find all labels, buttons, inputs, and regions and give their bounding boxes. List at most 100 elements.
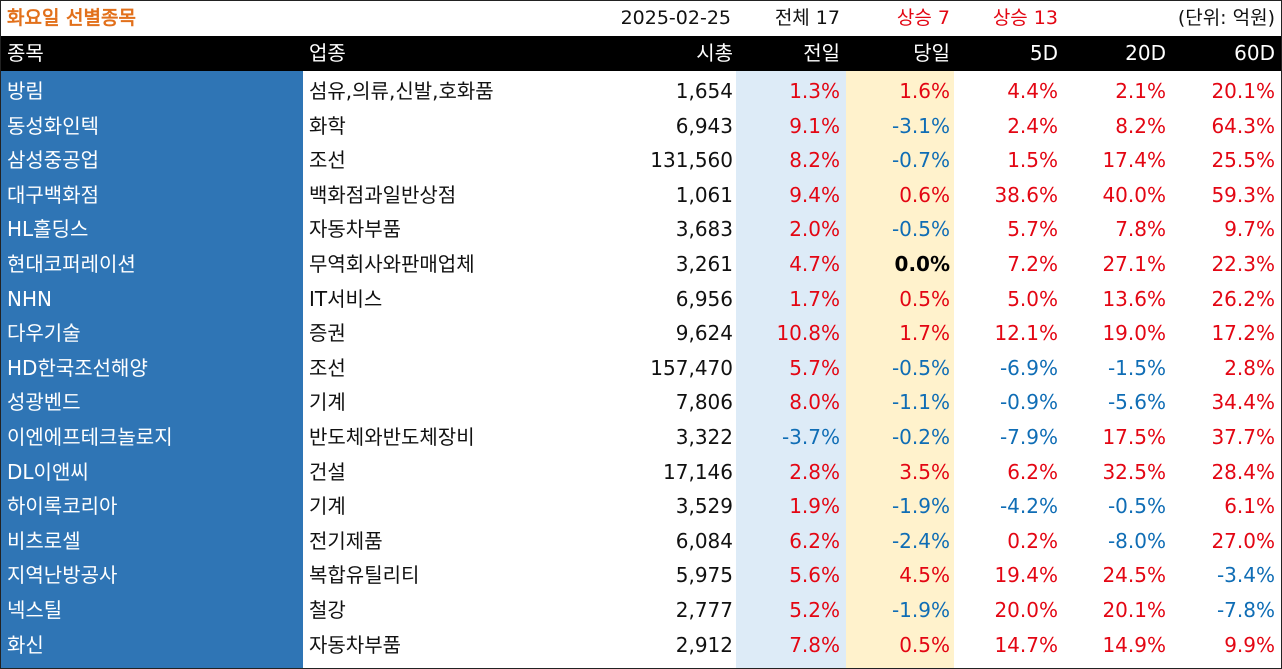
prev-day-column-band [736,71,846,668]
today-change-cell: -2.4% [891,528,950,553]
market-cap-cell: 3,322 [675,424,733,449]
column-header-prev-day[interactable]: 전일 [803,41,840,65]
table-row[interactable]: 동성화인텍 화학 6,943 9.1% -3.1% 2.4% 8.2% 64.3% [1,109,1281,144]
change-20d-cell: 7.8% [1115,217,1166,242]
column-header-name[interactable]: 종목 [7,41,44,65]
change-20d-cell: -5.6% [1107,390,1166,415]
table-row[interactable]: 화신 자동차부품 2,912 7.8% 0.5% 14.7% 14.9% 9.9% [1,628,1281,663]
stock-name-cell: 이엔에프테크놀로지 [7,424,173,449]
prev-day-change-cell: 1.3% [789,79,840,103]
change-5d-cell: 2.4% [1007,113,1058,138]
table-row[interactable]: 대구백화점 백화점과일반상점 1,061 9.4% 0.6% 38.6% 40.0% 59.3… [1,178,1281,213]
change-20d-cell: 14.9% [1102,632,1166,657]
market-cap-cell: 2,777 [675,597,733,622]
table-row[interactable]: 지역난방공사 복합유틸리티 5,975 5.6% 4.5% 19.4% 24.5% -3.4% [1,558,1281,593]
stock-name-cell: 성광벤드 [7,390,81,415]
table-row[interactable]: 비츠로셀 전기제품 6,084 6.2% -2.4% 0.2% -8.0% 27.0% [1,524,1281,559]
industry-cell: 백화점과일반상점 [309,182,457,207]
stock-name-cell: 다우기술 [7,321,81,346]
stock-name-cell: 삼성중공업 [7,148,99,173]
column-header-5d[interactable]: 5D [1029,41,1058,65]
industry-cell: 자동차부품 [309,217,401,242]
change-5d-cell: -6.9% [999,355,1058,380]
change-60d-cell: 26.2% [1211,286,1275,311]
change-5d-cell: 5.0% [1007,286,1058,311]
column-header-20d[interactable]: 20D [1125,41,1166,65]
market-cap-cell: 6,956 [675,286,733,311]
today-column-band [846,71,954,668]
unit-label: (단위: 억원) [1177,7,1275,29]
market-cap-cell: 6,084 [675,528,733,553]
change-5d-cell: 5.7% [1007,217,1058,242]
table-row[interactable]: 하이록코리아 기계 3,529 1.9% -1.9% -4.2% -0.5% 6.1% [1,489,1281,524]
today-change-cell: -1.9% [891,597,950,622]
prev-day-change-cell: 9.4% [789,182,840,207]
prev-day-change-cell: 5.7% [789,355,840,380]
change-20d-cell: 2.1% [1115,79,1166,103]
column-header-market-cap[interactable]: 시총 [696,41,733,65]
market-cap-cell: 7,806 [675,390,733,415]
stock-name-cell: 화신 [7,632,44,657]
change-5d-cell: 4.4% [1007,79,1058,103]
change-60d-cell: 2.8% [1224,355,1275,380]
change-5d-cell: 20.0% [994,597,1058,622]
change-60d-cell: 27.0% [1211,528,1275,553]
change-5d-cell: -0.9% [999,390,1058,415]
table-row[interactable]: 방림 섬유,의류,신발,호화품 1,654 1.3% 1.6% 4.4% 2.1% 20.1% [1,74,1281,109]
prev-day-change-cell: -3.7% [781,424,840,449]
table-row[interactable]: NHN IT서비스 6,956 1.7% 0.5% 5.0% 13.6% 26.2% [1,282,1281,317]
industry-cell: 기계 [309,494,346,519]
change-20d-cell: 17.4% [1102,148,1166,173]
market-cap-cell: 5,975 [675,563,733,588]
table-row[interactable]: 이엔에프테크놀로지 반도체와반도체장비 3,322 -3.7% -0.2% -7.9% 17… [1,420,1281,455]
change-60d-cell: 59.3% [1211,182,1275,207]
today-change-cell: 4.5% [899,563,950,588]
table-body: 방림 섬유,의류,신발,호화품 1,654 1.3% 1.6% 4.4% 2.1% 20.1%… [1,74,1281,662]
table-row[interactable]: HL홀딩스 자동차부품 3,683 2.0% -0.5% 5.7% 7.8% 9.7% [1,212,1281,247]
change-20d-cell: 13.6% [1102,286,1166,311]
industry-cell: IT서비스 [309,286,383,311]
table-row[interactable]: 현대코퍼레이션 무역회사와판매업체 3,261 4.7% 0.0% 7.2% 27.1% 22… [1,247,1281,282]
change-60d-cell: 20.1% [1211,79,1275,103]
change-5d-cell: 19.4% [994,563,1058,588]
market-cap-cell: 1,654 [675,79,733,103]
prev-day-change-cell: 4.7% [789,251,840,276]
today-change-cell: -0.5% [891,355,950,380]
column-header-60d[interactable]: 60D [1234,41,1275,65]
column-header-industry[interactable]: 업종 [309,41,346,65]
column-header-today[interactable]: 당일 [913,41,950,65]
table-row[interactable]: 성광벤드 기계 7,806 8.0% -1.1% -0.9% -5.6% 34.4% [1,385,1281,420]
prev-day-change-cell: 7.8% [789,632,840,657]
today-change-cell: -0.5% [891,217,950,242]
up-count-5d: 상승 13 [992,7,1058,29]
table-row[interactable]: HD한국조선해양 조선 157,470 5.7% -0.5% -6.9% -1.5% 2.8% [1,351,1281,386]
table-row[interactable]: 넥스틸 철강 2,777 5.2% -1.9% 20.0% 20.1% -7.8% [1,593,1281,628]
change-20d-cell: -0.5% [1107,494,1166,519]
prev-day-change-cell: 6.2% [789,528,840,553]
market-cap-cell: 157,470 [650,355,733,380]
industry-cell: 섬유,의류,신발,호화품 [309,79,494,103]
change-60d-cell: 28.4% [1211,459,1275,484]
prev-day-change-cell: 1.9% [789,494,840,519]
change-5d-cell: 1.5% [1007,148,1058,173]
stock-name-cell: HL홀딩스 [7,217,89,242]
change-5d-cell: 38.6% [994,182,1058,207]
table-row[interactable]: 삼성중공업 조선 131,560 8.2% -0.7% 1.5% 17.4% 25.5% [1,143,1281,178]
name-column-band [1,71,303,668]
change-60d-cell: 37.7% [1211,424,1275,449]
market-cap-cell: 131,560 [650,148,733,173]
today-change-cell: 1.6% [899,79,950,103]
today-change-cell: 0.5% [899,286,950,311]
table-row[interactable]: 다우기술 증권 9,624 10.8% 1.7% 12.1% 19.0% 17.2% [1,316,1281,351]
change-20d-cell: 40.0% [1102,182,1166,207]
today-change-cell: 0.6% [899,182,950,207]
change-20d-cell: 19.0% [1102,321,1166,346]
stock-name-cell: 하이록코리아 [7,494,118,519]
industry-cell: 건설 [309,459,346,484]
change-5d-cell: -7.9% [999,424,1058,449]
industry-cell: 조선 [309,355,346,380]
stock-name-cell: 비츠로셀 [7,528,81,553]
change-60d-cell: 22.3% [1211,251,1275,276]
table-row[interactable]: DL이앤씨 건설 17,146 2.8% 3.5% 6.2% 32.5% 28.4% [1,455,1281,490]
